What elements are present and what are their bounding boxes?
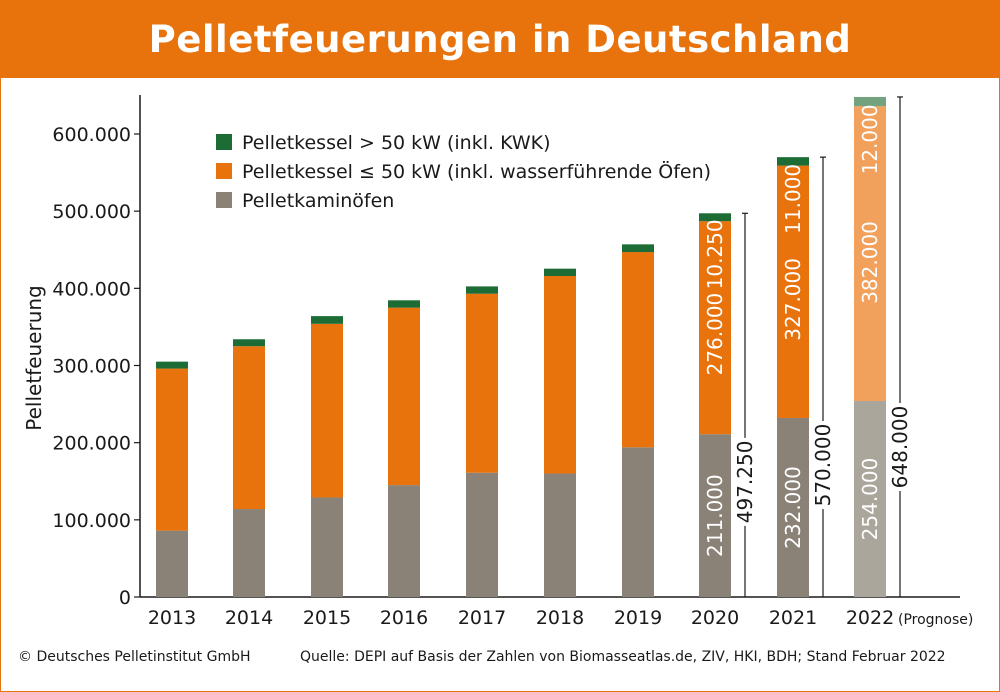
bar-segment [233,509,265,597]
bar-segment [311,497,343,597]
x-tick-label: 2018 [536,607,584,629]
bar-segment [699,213,731,222]
y-axis-label: Pelletfeuerung [22,285,46,431]
bar-segment [699,434,731,597]
bar-segment [388,300,420,308]
x-tick-label: 2019 [614,607,662,629]
bar-segment [311,323,343,498]
legend-swatch [216,192,232,208]
data-value-label: 211.000 [703,474,727,557]
legend-label: Pelletkessel ≤ 50 kW (inkl. wasserführen… [242,160,711,183]
data-value-label: 327.000 [781,258,805,341]
bar-segment [388,307,420,486]
data-value-label: 254.000 [858,458,882,541]
y-tick-label: 500.000 [52,201,131,223]
x-tick-label: 2016 [380,607,428,629]
bar-segment [544,473,576,597]
bar-segment [544,268,576,276]
y-tick-label: 300.000 [52,356,131,378]
bar-segment [466,286,498,294]
bar-segment [156,361,188,369]
bar-segment [622,252,654,448]
title-banner: Pelletfeuerungen in Deutschland [0,0,1000,78]
y-tick-label: 600.000 [52,124,131,146]
bar-segment [622,447,654,597]
bar-segment [311,316,343,324]
data-value-label: 10.250 [703,219,727,289]
data-value-label: 11.000 [781,164,805,234]
total-value-label: 570.000 [811,424,835,507]
y-tick-label: 100.000 [52,510,131,532]
bar-segment [854,96,886,107]
bar-segment [544,275,576,474]
bar-segment [156,368,188,531]
y-tick-label: 400.000 [52,278,131,300]
data-value-label: 232.000 [781,466,805,549]
data-value-label: 12.000 [858,104,882,174]
x-tick-label: 2021 [769,607,817,629]
y-tick-label: 0 [119,587,131,609]
bar-segment [777,165,809,418]
bar-segment [854,106,886,401]
source-note: Quelle: DEPI auf Basis der Zahlen von Bi… [300,649,946,665]
x-tick-label: 2014 [225,607,273,629]
bar-segment [622,244,654,253]
legend-label: Pelletkaminöfen [242,190,394,212]
x-tick-label: 2013 [148,607,196,629]
copyright-note: © Deutsches Pelletinstitut GmbH [18,649,251,665]
bar-segment [466,293,498,473]
chart-title: Pelletfeuerungen in Deutschland [148,17,852,61]
bar-segment [156,530,188,597]
bar-segment [854,400,886,597]
bar-segment [699,221,731,435]
x-tick-label: 2015 [303,607,351,629]
x-tick-label: 2017 [458,607,506,629]
legend-swatch [216,163,232,179]
forecast-note: (Prognose) [898,612,973,628]
x-tick-label: 2020 [691,607,739,629]
legend-label: Pelletkessel > 50 kW (inkl. KWK) [242,132,551,154]
bar-segment [233,339,265,347]
bar-segment [466,472,498,597]
data-value-label: 276.000 [703,293,727,376]
bar-segment [388,485,420,597]
legend-swatch [216,134,232,150]
y-tick-label: 200.000 [52,433,131,455]
bar-segment [777,157,809,166]
total-value-label: 648.000 [888,406,912,489]
total-value-label: 497.250 [733,441,757,524]
data-value-label: 382.000 [858,221,882,304]
bar-segment [233,346,265,510]
x-tick-label: 2022 [846,607,894,629]
bar-segment [777,417,809,597]
